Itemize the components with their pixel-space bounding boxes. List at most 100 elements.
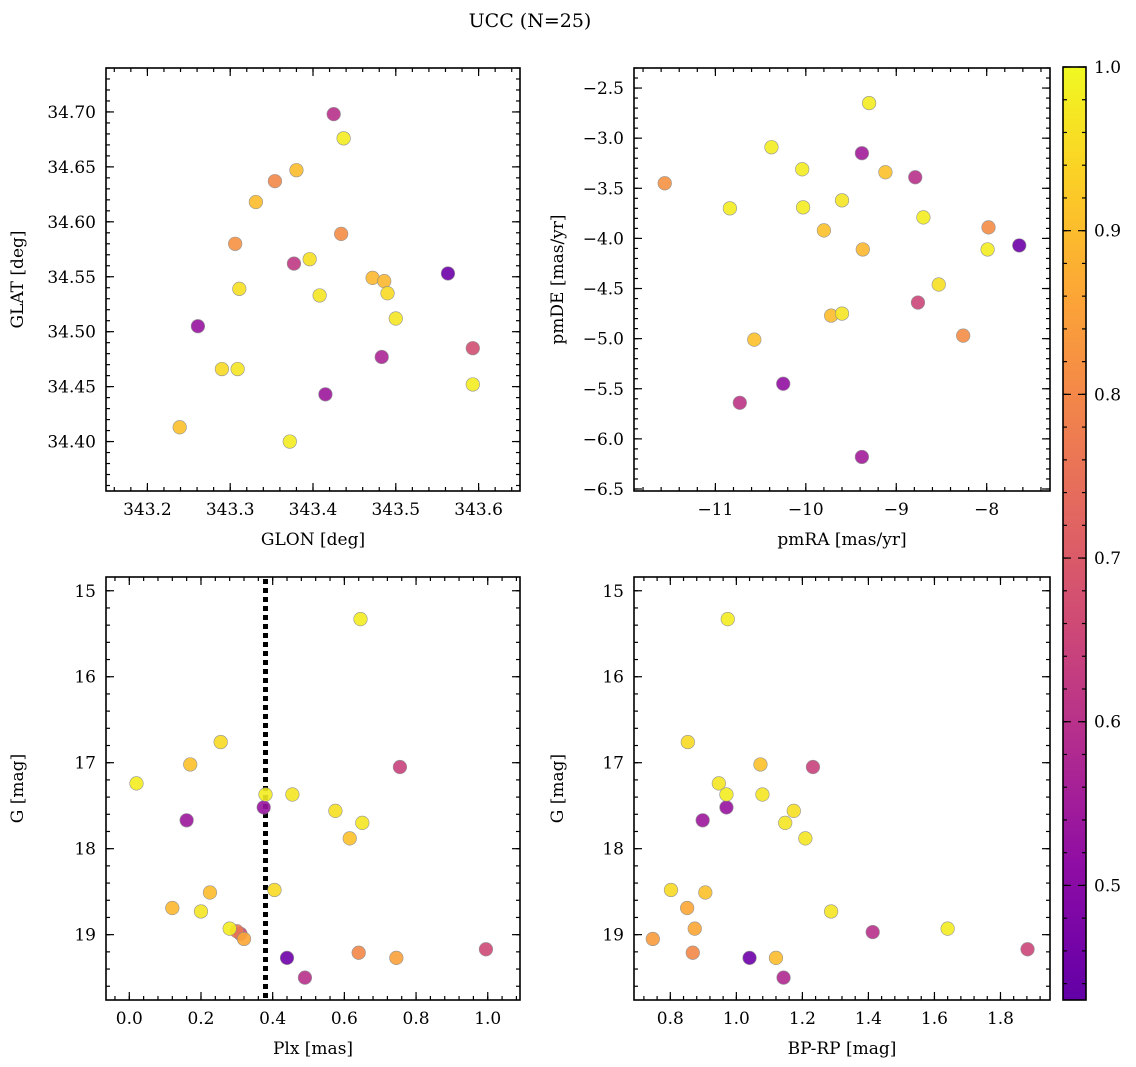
data-point bbox=[388, 311, 403, 326]
y-tick-label: 34.55 bbox=[47, 268, 96, 288]
data-point bbox=[776, 970, 791, 985]
x-axis-label: BP-RP [mag] bbox=[788, 1039, 897, 1059]
data-point bbox=[232, 281, 247, 296]
x-tick-label: 1.8 bbox=[987, 1009, 1014, 1029]
data-point bbox=[336, 131, 351, 146]
data-point bbox=[285, 787, 300, 802]
data-point bbox=[732, 395, 747, 410]
y-tick-label: −5.0 bbox=[583, 330, 624, 350]
data-point bbox=[326, 107, 341, 122]
data-point bbox=[778, 815, 793, 830]
data-point bbox=[980, 242, 995, 257]
data-point bbox=[353, 612, 368, 627]
data-point bbox=[465, 341, 480, 356]
data-point bbox=[392, 759, 408, 775]
panel-glon-glat: 343.2 343.3 343.4 343.5 343.6 34.40 34.45 34.50… bbox=[8, 67, 521, 550]
minor-ticks bbox=[106, 577, 520, 1000]
axes-frame bbox=[105, 576, 521, 1001]
data-point bbox=[328, 803, 343, 818]
x-tick-label: 0.8 bbox=[403, 1009, 430, 1029]
x-axis-label: GLON [deg] bbox=[261, 530, 365, 550]
panel-plx-g: 0.0 0.2 0.4 0.6 0.8 1.0 15 16 17 18 19 Plx [mas] G [… bbox=[8, 576, 521, 1059]
data-point bbox=[786, 803, 801, 818]
y-tick-label: −4.5 bbox=[583, 280, 624, 300]
panels: 343.2 343.3 343.4 343.5 343.6 34.40 34.45 34.50… bbox=[8, 67, 1051, 1059]
data-point bbox=[742, 950, 757, 965]
data-point bbox=[865, 924, 880, 940]
data-point bbox=[179, 813, 194, 828]
data-point bbox=[722, 201, 737, 216]
y-tick-label: −4.0 bbox=[583, 229, 624, 249]
y-tick-label: 15 bbox=[602, 582, 624, 602]
data-point bbox=[183, 757, 198, 772]
data-point bbox=[267, 882, 282, 898]
panel-bprp-g: 0.8 1.0 1.2 1.4 1.6 1.8 15 16 17 18 19 BP-RP [mag] G… bbox=[548, 576, 1051, 1059]
data-point bbox=[377, 274, 392, 289]
data-point bbox=[798, 831, 813, 846]
data-point bbox=[931, 277, 946, 292]
data-point bbox=[981, 220, 996, 235]
y-axis-label: G [mag] bbox=[548, 754, 568, 823]
data-point bbox=[711, 776, 726, 791]
y-tick-label: 17 bbox=[74, 754, 96, 774]
data-point bbox=[1012, 238, 1027, 253]
y-tick-label: 34.50 bbox=[47, 323, 96, 343]
data-point bbox=[172, 420, 187, 435]
x-tick-label: 1.4 bbox=[855, 1009, 882, 1029]
y-tick-label: 16 bbox=[74, 668, 96, 688]
data-point bbox=[289, 163, 304, 178]
y-tick-label: −2.5 bbox=[583, 79, 624, 99]
data-point bbox=[202, 885, 218, 900]
data-point bbox=[465, 377, 480, 392]
y-tick-label: 18 bbox=[74, 840, 96, 860]
data-point bbox=[228, 236, 243, 251]
data-point bbox=[256, 800, 271, 815]
colorbar-tick-label: 1.0 bbox=[1094, 58, 1121, 78]
data-point bbox=[440, 266, 456, 281]
x-tick-label: 0.2 bbox=[187, 1009, 214, 1029]
colorbar-tick-label: 0.7 bbox=[1094, 549, 1121, 569]
minor-ticks bbox=[634, 577, 1050, 1000]
colorbar: 0.5 0.6 0.7 0.8 0.9 1.0 bbox=[1062, 58, 1121, 1001]
data-point bbox=[297, 970, 313, 985]
data-point bbox=[318, 387, 333, 402]
panel-pmra-pmde: −11 −10 −9 −8 −6.5 −6.0 −5.5 −5.0 −4.5 −4.0 −3.5 −3… bbox=[548, 67, 1051, 550]
data-points bbox=[657, 95, 1027, 465]
x-tick-label: −9 bbox=[884, 500, 909, 520]
x-axis-label: Plx [mas] bbox=[273, 1039, 353, 1059]
data-point bbox=[956, 328, 971, 343]
data-point bbox=[282, 434, 297, 449]
data-point bbox=[248, 194, 263, 210]
y-tick-label: 34.65 bbox=[47, 158, 96, 178]
data-point bbox=[685, 945, 700, 960]
data-point bbox=[230, 361, 245, 377]
data-point bbox=[720, 612, 735, 627]
x-tick-label: −10 bbox=[788, 500, 824, 520]
x-tick-label: 343.5 bbox=[371, 500, 420, 520]
data-point bbox=[824, 904, 839, 919]
data-point bbox=[222, 921, 237, 936]
figure-title: UCC (N=25) bbox=[469, 10, 592, 32]
data-point bbox=[351, 945, 366, 960]
data-point bbox=[916, 210, 931, 225]
data-point bbox=[334, 226, 349, 242]
data-point bbox=[286, 256, 302, 271]
data-point bbox=[908, 170, 923, 185]
data-point bbox=[258, 787, 273, 802]
x-tick-label: 0.6 bbox=[331, 1009, 358, 1029]
data-point bbox=[753, 757, 768, 772]
y-tick-label: −6.0 bbox=[583, 430, 624, 450]
data-point bbox=[854, 449, 869, 465]
data-point bbox=[687, 921, 702, 936]
x-axis-label: pmRA [mas/yr] bbox=[777, 530, 906, 550]
y-tick-label: 34.40 bbox=[47, 433, 96, 453]
y-tick-label: 16 bbox=[602, 668, 624, 688]
data-point bbox=[805, 759, 821, 775]
colorbar-tick-label: 0.5 bbox=[1094, 876, 1121, 896]
y-tick-label: 19 bbox=[602, 926, 624, 946]
y-tick-label: 34.70 bbox=[47, 103, 96, 123]
x-tick-label: −8 bbox=[974, 500, 999, 520]
colorbar-frame bbox=[1062, 66, 1087, 1001]
data-point bbox=[776, 376, 791, 391]
y-axis-label: G [mag] bbox=[8, 754, 28, 823]
